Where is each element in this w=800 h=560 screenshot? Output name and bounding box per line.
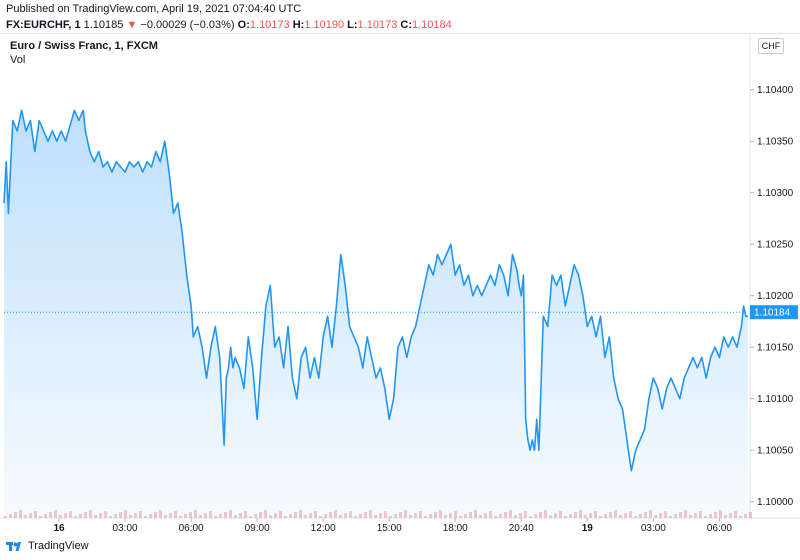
y-tick-label: 1.10000 xyxy=(757,497,794,508)
close-value: 1.10184 xyxy=(411,19,452,31)
currency-button[interactable]: CHF xyxy=(758,38,784,54)
last-price-tag xyxy=(750,305,798,320)
price-line xyxy=(3,109,748,472)
y-tick-label: 1.10350 xyxy=(757,137,794,148)
x-tick-label: 20:40 xyxy=(509,523,534,534)
last-price-tag-label: 1.10184 xyxy=(754,308,791,319)
tradingview-brand: TradingView xyxy=(28,540,89,552)
ohlc-bar: FX:EURCHF, 1 1.10185 ▼ −0.00029 (−0.03%)… xyxy=(6,19,452,31)
y-tick-label: 1.10050 xyxy=(757,446,794,457)
published-note: Published on TradingView.com, April 19, … xyxy=(6,3,302,15)
x-tick-label: 03:00 xyxy=(641,523,666,534)
last-price: 1.10185 xyxy=(83,19,124,31)
high-label: H: xyxy=(292,19,305,31)
x-tick-label: 18:00 xyxy=(443,523,468,534)
volume-bar xyxy=(749,512,752,518)
high-value: 1.10190 xyxy=(304,19,345,31)
x-tick-label: 12:00 xyxy=(311,523,336,534)
tradingview-icon xyxy=(6,542,21,551)
legend-title: Euro / Swiss Franc, 1, FXCM xyxy=(10,40,158,52)
y-tick-label: 1.10150 xyxy=(757,343,794,354)
x-tick-label: 09:00 xyxy=(245,523,270,534)
y-tick-label: 1.10200 xyxy=(757,291,794,302)
x-tick-label: 15:00 xyxy=(377,523,402,534)
close-label: C: xyxy=(400,19,412,31)
price-chart[interactable]: 1.10000 1.10050 1.10100 1.10150 1.10200 1.102… xyxy=(0,34,800,540)
open-value: 1.10173 xyxy=(249,19,290,31)
down-arrow-icon: ▼ xyxy=(126,19,138,31)
low-value: 1.10173 xyxy=(357,19,398,31)
y-tick-label: 1.10300 xyxy=(757,188,794,199)
symbol-label: FX:EURCHF, 1 xyxy=(6,19,81,31)
tradingview-logo[interactable]: TradingView xyxy=(6,540,89,552)
y-tick-label: 1.10400 xyxy=(757,85,794,96)
x-tick-label: 16 xyxy=(53,523,65,534)
x-tick-label: 06:00 xyxy=(707,523,732,534)
price-area xyxy=(4,110,748,519)
y-tick-label: 1.10100 xyxy=(757,394,794,405)
x-tick-label: 19 xyxy=(582,523,594,534)
x-tick-label: 03:00 xyxy=(113,523,138,534)
header-divider xyxy=(0,33,800,34)
low-label: L: xyxy=(347,19,358,31)
price-change: −0.00029 (−0.03%) xyxy=(140,19,235,31)
y-tick-label: 1.10250 xyxy=(757,240,794,251)
open-label: O: xyxy=(237,19,250,31)
legend-vol: Vol xyxy=(10,54,26,66)
x-tick-label: 06:00 xyxy=(179,523,204,534)
